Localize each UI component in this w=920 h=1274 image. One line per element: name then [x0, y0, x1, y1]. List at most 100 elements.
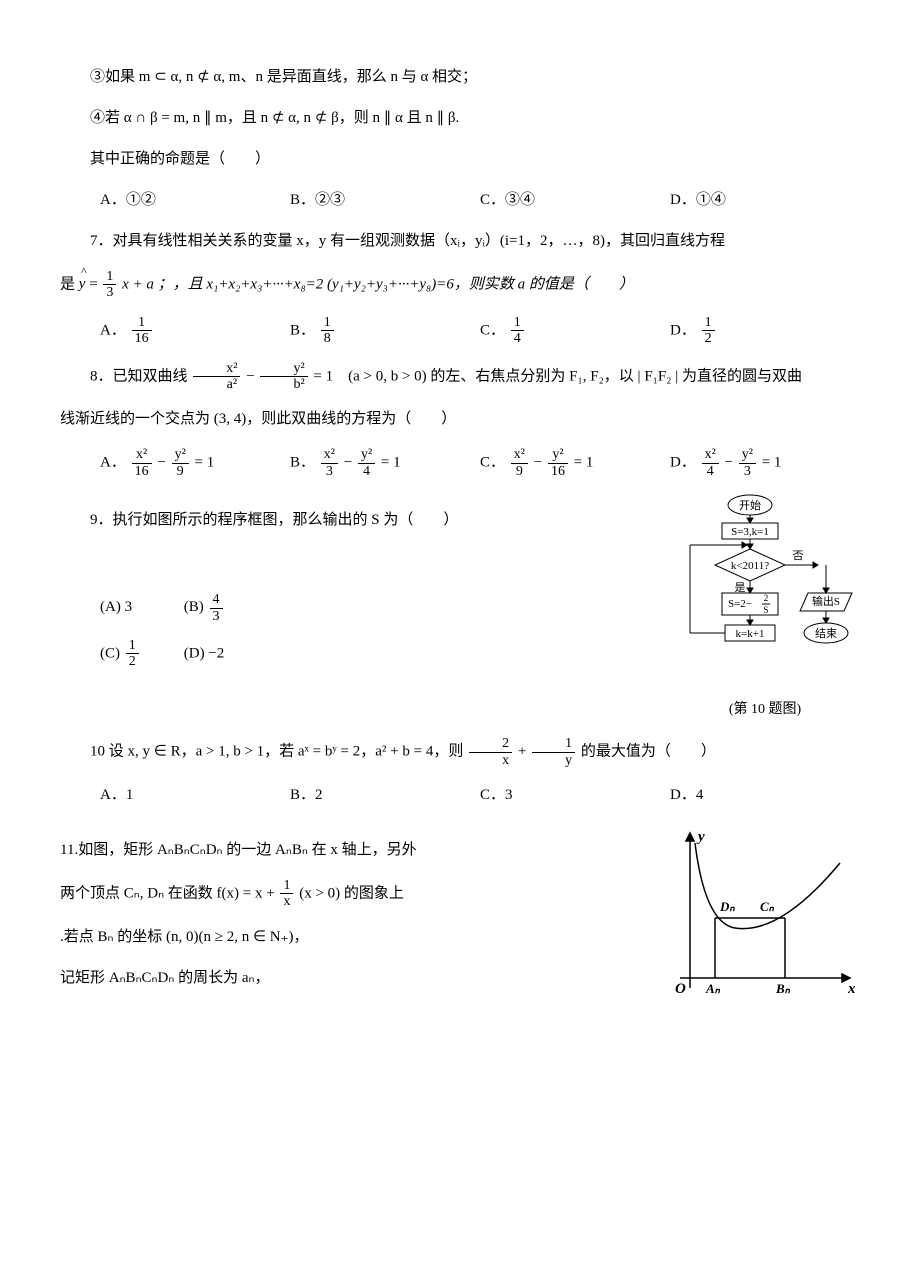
q7-yhat: y [79, 271, 86, 298]
q8-opt-c[interactable]: C． x²9 − y²16 = 1 [480, 447, 670, 479]
q8-c-minus: − [534, 455, 546, 471]
q8-d-yd: 3 [739, 464, 756, 479]
q8-b-fy: y²4 [358, 447, 375, 479]
q7-c-num: 1 [511, 315, 524, 331]
q11-l2: 两个顶点 Cₙ, Dₙ 在函数 f(x) = x + 1x (x > 0) 的图… [60, 878, 630, 910]
q9-c-label: (C) [100, 645, 124, 661]
q10-plus: + [518, 744, 530, 760]
q7-frac-num: 1 [103, 269, 116, 285]
q8-a-yd: 9 [172, 464, 189, 479]
q9-opts-2: (C) 12 (D) −2 [100, 638, 660, 670]
q11-fn: 1 [280, 878, 293, 894]
q10-f1: 2x [469, 736, 512, 768]
q7-d-frac: 12 [702, 315, 715, 347]
q7-a-den: 16 [132, 331, 152, 346]
q8-minus: − [246, 368, 258, 384]
q7-tail: x + a ；，且 x₁+x₂+x₃+···+x₈=2 (y₁+y₂+y₃+··… [122, 276, 634, 292]
q8-d-minus: − [725, 455, 737, 471]
q8-b-fx: x²3 [321, 447, 338, 479]
q7-opt-a[interactable]: A． 116 [100, 315, 290, 347]
q9-c-frac: 12 [126, 638, 139, 670]
q9-b-num: 4 [210, 592, 223, 608]
q9-opts-1: (A) 3 (B) 43 [100, 592, 660, 624]
statement-3: ③如果 m ⊂ α, n ⊄ α, m、n 是异面直线，那么 n 与 α 相交； [60, 64, 860, 91]
q6-opt-a[interactable]: A．①② [100, 187, 290, 214]
q7-a-frac: 116 [132, 315, 152, 347]
q7-c-frac: 14 [511, 315, 524, 347]
svg-text:Cₙ: Cₙ [760, 899, 775, 914]
q8-b-minus: − [344, 455, 356, 471]
q9-c-den: 2 [126, 654, 139, 669]
q8-1b: = 1 (a > 0, b > 0) 的左、右焦点分别为 F₁, F₂，以 | … [313, 368, 802, 384]
q8-opt-d[interactable]: D． x²4 − y²3 = 1 [670, 447, 860, 479]
q8-options: A． x²16 − y²9 = 1 B． x²3 − y²4 = 1 C． x²… [100, 447, 860, 479]
flowchart-caption: (第 10 题图) [670, 697, 860, 722]
flowchart: 开始 S=3,k=1 k<2011? 否 是 S=2− 2 [670, 493, 860, 722]
q8-a-yn: y² [172, 447, 189, 463]
q8-d-label: D． [670, 455, 696, 471]
q11-graph: y x O Aₙ Bₙ Dₙ Cₙ [650, 823, 860, 1013]
q7-pre: 是 [60, 276, 79, 292]
q8-a-fx: x²16 [132, 447, 152, 479]
q8-fx-num: x² [193, 361, 240, 377]
svg-text:S=2−: S=2− [728, 598, 752, 610]
svg-text:Dₙ: Dₙ [719, 899, 735, 914]
q8-fx-den: a² [193, 377, 240, 392]
statement-4: ④若 α ∩ β = m, n ∥ m，且 n ⊄ α, n ⊄ β，则 n ∥… [60, 105, 860, 132]
q7-opt-b[interactable]: B． 18 [290, 315, 480, 347]
q8-c-yd: 16 [548, 464, 568, 479]
q8-b-label: B． [290, 455, 315, 471]
svg-text:Aₙ: Aₙ [705, 981, 721, 996]
q7-line1: 7．对具有线性相关关系的变量 x，y 有一组观测数据（xᵢ，yᵢ）(i=1，2，… [60, 228, 860, 255]
q8-a-eq: = 1 [195, 455, 215, 471]
q8-opt-a[interactable]: A． x²16 − y²9 = 1 [100, 447, 290, 479]
q8-b-yd: 4 [358, 464, 375, 479]
q10-text: 10 设 x, y ∈ R，a > 1, b > 1，若 aˣ = bʸ = 2… [60, 736, 860, 768]
q8-c-fy: y²16 [548, 447, 568, 479]
q6-opt-c[interactable]: C．③④ [480, 187, 670, 214]
q9-c-num: 1 [126, 638, 139, 654]
q8-fy-den: b² [260, 377, 307, 392]
q8-b-yn: y² [358, 447, 375, 463]
q8-line1: 8．已知双曲线 x²a² − y²b² = 1 (a > 0, b > 0) 的… [60, 361, 860, 393]
q6-opt-d[interactable]: D．①④ [670, 187, 860, 214]
q7-opt-c[interactable]: C． 14 [480, 315, 670, 347]
q11-row: 11.如图，矩形 AₙBₙCₙDₙ 的一边 AₙBₙ 在 x 轴上，另外 两个顶… [60, 823, 860, 1013]
q7-c-label: C． [480, 322, 505, 338]
q6-prompt: 其中正确的命题是（ ） [60, 146, 860, 173]
q7-opt-d[interactable]: D． 12 [670, 315, 860, 347]
q7-c-den: 4 [511, 331, 524, 346]
q10-b: 的最大值为（ ） [581, 744, 716, 760]
q7-b-den: 8 [321, 331, 334, 346]
q8-d-fx: x²4 [702, 447, 719, 479]
q8-c-xn: x² [511, 447, 528, 463]
q8-d-fy: y²3 [739, 447, 756, 479]
q9-b-frac: 43 [210, 592, 223, 624]
q11-l3: .若点 Bₙ 的坐标 (n, 0)(n ≥ 2, n ∈ N₊)， [60, 924, 630, 951]
q7-b-label: B． [290, 322, 315, 338]
q10-opt-d[interactable]: D．4 [670, 782, 860, 809]
q8-fy: y²b² [260, 361, 307, 393]
q10-opt-a[interactable]: A．1 [100, 782, 290, 809]
q8-fx: x²a² [193, 361, 240, 393]
q9-opt-a[interactable]: (A) 3 [100, 594, 180, 621]
q7-d-den: 2 [702, 331, 715, 346]
q10-opt-b[interactable]: B．2 [290, 782, 480, 809]
q8-c-xd: 9 [511, 464, 528, 479]
q10-options: A．1 B．2 C．3 D．4 [100, 782, 860, 809]
q9-opt-c[interactable]: (C) 12 [100, 638, 180, 670]
q8-opt-b[interactable]: B． x²3 − y²4 = 1 [290, 447, 480, 479]
svg-text:k<2011?: k<2011? [731, 560, 769, 572]
q9-opt-b[interactable]: (B) 43 [184, 599, 225, 615]
q10-f1n: 2 [469, 736, 512, 752]
q9-opt-d[interactable]: (D) −2 [184, 645, 225, 661]
svg-text:开始: 开始 [739, 498, 761, 512]
svg-text:否: 否 [793, 550, 804, 562]
svg-text:结束: 结束 [815, 627, 837, 640]
q6-options: A．①② B．②③ C．③④ D．①④ [100, 187, 860, 214]
q8-d-eq: = 1 [762, 455, 782, 471]
q6-opt-b[interactable]: B．②③ [290, 187, 480, 214]
q8-b-xd: 3 [321, 464, 338, 479]
q8-fy-num: y² [260, 361, 307, 377]
q10-opt-c[interactable]: C．3 [480, 782, 670, 809]
